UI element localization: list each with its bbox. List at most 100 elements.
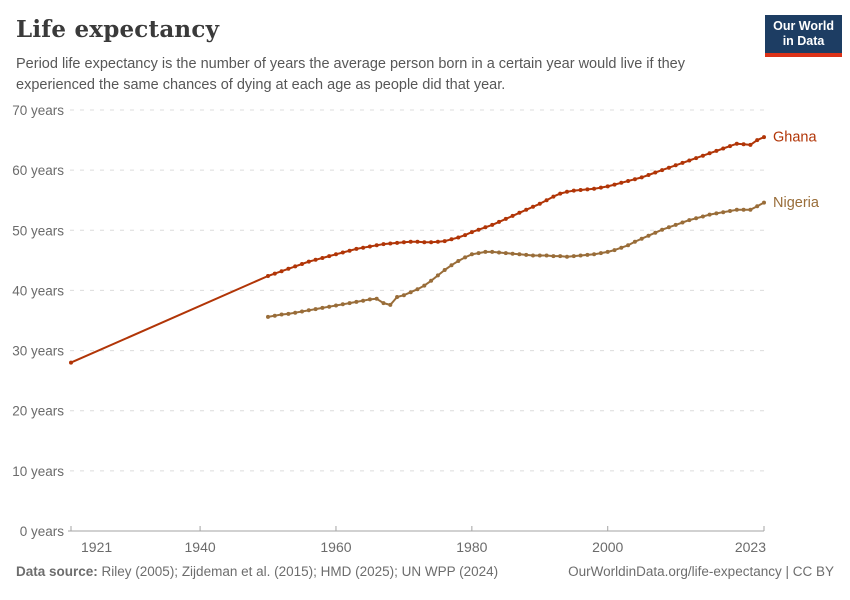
nigeria-data-point — [266, 314, 270, 319]
ghana-data-point — [734, 141, 739, 146]
ghana-data-point — [612, 182, 617, 187]
ghana-data-point — [497, 219, 501, 224]
nigeria-data-point — [673, 222, 678, 227]
ghana-data-point — [429, 240, 434, 245]
ghana-data-point — [435, 239, 440, 244]
nigeria-data-point — [639, 236, 644, 241]
ghana-data-point — [571, 188, 576, 193]
nigeria-data-point — [429, 278, 434, 283]
nigeria-data-point — [279, 312, 284, 317]
nigeria-data-point — [612, 248, 617, 253]
owid-logo[interactable]: Our World in Data — [765, 15, 842, 57]
owid-credit-link[interactable]: OurWorldinData.org/life-expectancy | CC … — [568, 564, 834, 579]
y-tick-label: 30 years — [12, 344, 64, 359]
x-tick-label: 1980 — [456, 539, 487, 555]
nigeria-data-point — [700, 214, 705, 219]
nigeria-data-point — [551, 254, 556, 259]
ghana-data-point — [714, 148, 719, 153]
nigeria-data-point — [388, 302, 393, 307]
nigeria-data-point — [415, 287, 420, 292]
nigeria-data-point — [442, 268, 447, 272]
ghana-data-point — [687, 158, 692, 163]
nigeria-series-label[interactable]: Nigeria — [773, 195, 820, 211]
ghana-data-point — [639, 175, 644, 180]
ghana-data-point — [286, 266, 291, 271]
ghana-data-point — [456, 235, 461, 240]
line-chart-svg[interactable]: 0 years 10 years 20 years 30 years 40 years 5… — [0, 100, 850, 566]
nigeria-data-point — [762, 200, 766, 205]
nigeria-data-point — [660, 227, 665, 232]
ghana-data-point — [605, 184, 610, 189]
ghana-data-point — [660, 168, 665, 173]
ghana-data-point — [69, 360, 73, 365]
ghana-data-point — [272, 271, 277, 276]
ghana-data-point — [442, 239, 447, 244]
nigeria-data-point — [374, 296, 379, 301]
ghana-line-series[interactable]: Ghana — [69, 130, 817, 365]
y-tick-label: 60 years — [12, 163, 64, 178]
ghana-data-point — [619, 180, 624, 185]
nigeria-data-point — [592, 252, 597, 257]
nigeria-data-point — [334, 303, 338, 308]
nigeria-data-point — [272, 313, 277, 318]
ghana-data-point — [598, 185, 603, 190]
nigeria-data-point — [632, 239, 637, 244]
x-tick-label: 2023 — [735, 539, 766, 555]
nigeria-data-point — [367, 297, 372, 302]
nigeria-data-point — [449, 263, 454, 268]
nigeria-data-point — [327, 304, 332, 309]
ghana-data-point — [279, 269, 284, 274]
ghana-data-point — [469, 230, 474, 235]
ghana-data-point — [327, 254, 332, 259]
ghana-line[interactable] — [70, 136, 765, 364]
nigeria-data-point — [755, 204, 760, 209]
nigeria-data-point — [578, 253, 583, 258]
nigeria-line-series[interactable]: Nigeria — [266, 195, 820, 319]
nigeria-data-point — [510, 251, 515, 256]
y-tick-label: 70 years — [12, 103, 64, 118]
nigeria-data-point — [646, 233, 651, 238]
nigeria-data-point — [320, 305, 325, 310]
y-tick-label: 50 years — [12, 223, 64, 238]
ghana-data-point — [306, 259, 311, 264]
x-tick-label: 2000 — [592, 539, 623, 555]
nigeria-data-point — [313, 307, 318, 312]
nigeria-data-point — [585, 252, 590, 257]
nigeria-data-point — [531, 253, 535, 258]
ghana-data-point — [721, 146, 726, 151]
x-tick-label: 1921 — [81, 539, 112, 555]
ghana-data-point — [415, 239, 420, 244]
ghana-data-point — [367, 244, 372, 249]
nigeria-data-point — [490, 249, 495, 254]
line-chart[interactable]: 0 years 10 years 20 years 30 years 40 years 5… — [0, 100, 850, 566]
nigeria-data-point — [734, 207, 739, 212]
ghana-data-point — [531, 204, 535, 209]
ghana-data-point — [524, 207, 529, 212]
ghana-data-point — [320, 256, 325, 260]
y-tick-label: 10 years — [12, 464, 64, 479]
ghana-series-label[interactable]: Ghana — [773, 130, 817, 146]
nigeria-data-point — [401, 293, 406, 298]
nigeria-data-point — [598, 251, 603, 256]
nigeria-data-point — [728, 209, 732, 213]
nigeria-data-point — [395, 295, 400, 299]
ghana-data-point — [395, 240, 400, 245]
nigeria-data-point — [694, 216, 699, 221]
nigeria-data-point — [571, 254, 576, 259]
ghana-data-point — [626, 179, 631, 183]
ghana-data-point — [476, 227, 481, 232]
ghana-data-point — [490, 222, 495, 227]
nigeria-data-point — [517, 252, 522, 257]
ghana-data-point — [334, 252, 338, 257]
ghana-data-point — [300, 262, 304, 266]
nigeria-data-point — [463, 255, 468, 260]
ghana-data-point — [313, 257, 318, 262]
ghana-data-point — [646, 173, 651, 177]
nigeria-data-point — [497, 250, 501, 255]
ghana-data-point — [381, 242, 386, 247]
ghana-data-point — [510, 213, 515, 218]
nigeria-data-point — [619, 245, 624, 250]
data-source-label: Data source: — [16, 564, 98, 579]
chart-header: Life expectancy Period life expectancy i… — [0, 0, 850, 100]
